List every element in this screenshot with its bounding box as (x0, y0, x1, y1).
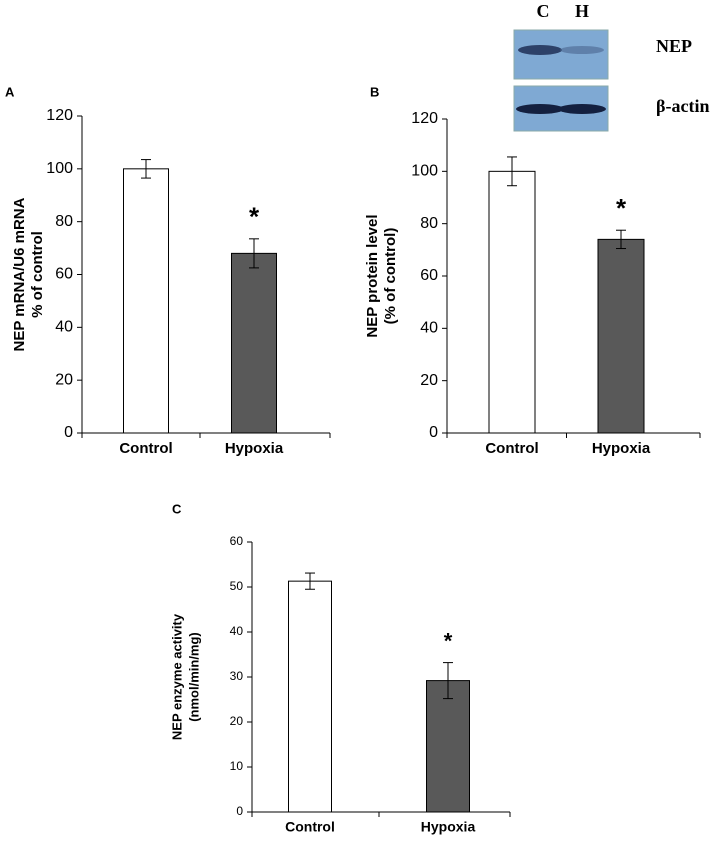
chart-panel: B 0 20 40 60 80 100 120 NEP protein level (% of c… (364, 84, 701, 457)
y-tick-label: 0 (429, 424, 438, 441)
band (558, 104, 606, 114)
band (516, 104, 564, 114)
panel-label: B (370, 84, 379, 99)
x-tick-label: Control (119, 440, 172, 457)
y-tick-label: 80 (55, 213, 73, 230)
x-tick-label: Hypoxia (592, 440, 651, 457)
y-tick-label: 100 (411, 163, 438, 180)
annotation: * (249, 202, 260, 232)
y-tick-label: 40 (420, 320, 438, 337)
row-label: β-actin (656, 96, 709, 116)
chart-panel: A 0 20 40 60 80 100 120 NEP mRNA/U6 mRNA% of con… (5, 84, 331, 457)
bar (488, 170, 536, 434)
y-tick-label: 0 (236, 804, 243, 818)
x-tick-label: Control (285, 819, 335, 835)
y-axis-label: NEP mRNA/U6 mRNA (11, 197, 28, 351)
bar (597, 238, 645, 434)
bar (426, 680, 470, 813)
chart-panel: C 0 10 20 30 40 50 60 NEP enzyme activity (nmol/m… (169, 501, 511, 835)
error-bar (507, 156, 517, 187)
y-axis-label: NEP protein level (364, 214, 381, 337)
error-bar (249, 238, 259, 269)
error-bar (305, 572, 315, 590)
lane-label: H (575, 1, 589, 21)
error-bar (443, 662, 453, 700)
y-tick-label: 120 (46, 107, 73, 124)
y-tick-label: 50 (230, 579, 244, 593)
y-tick-label: 20 (420, 372, 438, 389)
annotation: * (444, 628, 453, 653)
y-tick-label: 30 (230, 669, 244, 683)
x-tick-label: Control (485, 440, 538, 457)
y-tick-label: 10 (230, 759, 244, 773)
annotation: * (616, 193, 627, 223)
x-tick-label: Hypoxia (421, 819, 476, 835)
y-tick-label: 60 (55, 266, 73, 283)
bar (288, 580, 332, 813)
panel-label: C (172, 501, 182, 516)
y-axis-label: NEP enzyme activity (169, 613, 184, 740)
error-bar (141, 159, 151, 179)
band (518, 45, 562, 55)
panel-label: A (5, 84, 15, 99)
y-tick-label: 120 (411, 110, 438, 127)
error-bar (616, 229, 626, 250)
western-blot: C H NEP β-actin (513, 1, 709, 132)
bar (231, 252, 277, 434)
y-axis-label: % of control (29, 231, 46, 318)
y-tick-label: 60 (230, 534, 244, 548)
y-tick-label: 100 (46, 160, 73, 177)
y-tick-label: 20 (55, 371, 73, 388)
row-label: NEP (656, 36, 692, 56)
y-tick-label: 80 (420, 215, 438, 232)
blot-row (513, 29, 609, 80)
x-tick-label: Hypoxia (225, 440, 284, 457)
y-axis-label: (nmol/min/mg) (186, 632, 201, 722)
bar (123, 168, 169, 434)
band (560, 46, 604, 54)
y-axis-label: (% of control) (382, 228, 399, 325)
y-tick-label: 60 (420, 267, 438, 284)
y-tick-label: 40 (230, 624, 244, 638)
y-tick-label: 20 (230, 714, 244, 728)
y-tick-label: 40 (55, 319, 73, 336)
y-tick-label: 0 (64, 424, 73, 441)
lane-label: C (537, 1, 550, 21)
